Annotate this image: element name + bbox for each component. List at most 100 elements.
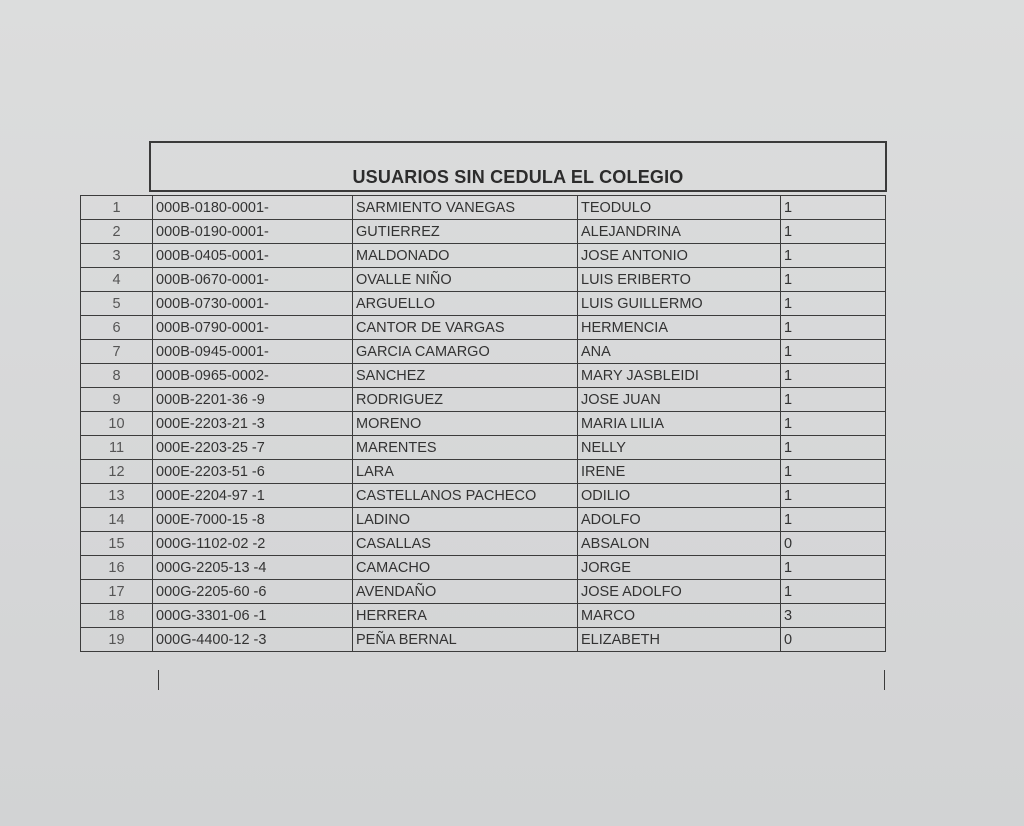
surname-cell: HERRERA — [352, 603, 578, 628]
table-row: 10 000E-2203-21 -3 MORENO MARIA LILIA 1 — [80, 411, 886, 436]
table-row: 13 000E-2204-97 -1 CASTELLANOS PACHECO ODIL… — [80, 483, 886, 508]
count-value-cell: 0 — [780, 627, 886, 652]
property-code-cell: 000G-3301-06 -1 — [152, 603, 353, 628]
surname-cell: OVALLE NIÑO — [352, 267, 578, 292]
first-name-cell: ABSALON — [577, 531, 781, 556]
property-code-cell: 000B-0945-0001- — [152, 339, 353, 364]
first-name-cell: MARIA LILIA — [577, 411, 781, 436]
property-code-cell: 000E-2203-21 -3 — [152, 411, 353, 436]
row-number-cell: 10 — [80, 411, 153, 436]
surname-cell: LARA — [352, 459, 578, 484]
table-tail-line-right — [884, 670, 885, 690]
count-value-cell: 1 — [780, 459, 886, 484]
property-code-cell: 000B-0190-0001- — [152, 219, 353, 244]
property-code-cell: 000B-0180-0001- — [152, 195, 353, 220]
first-name-cell: LUIS ERIBERTO — [577, 267, 781, 292]
table-row: 7 000B-0945-0001- GARCIA CAMARGO ANA 1 — [80, 339, 886, 364]
row-number-cell: 15 — [80, 531, 153, 556]
property-code-cell: 000G-2205-60 -6 — [152, 579, 353, 604]
property-code-cell: 000E-2204-97 -1 — [152, 483, 353, 508]
surname-cell: SARMIENTO VANEGAS — [352, 195, 578, 220]
row-number-cell: 2 — [80, 219, 153, 244]
table-row: 15 000G-1102-02 -2 CASALLAS ABSALON 0 — [80, 531, 886, 556]
table-row: 1 000B-0180-0001- SARMIENTO VANEGAS TEODULO… — [80, 195, 886, 220]
surname-cell: GARCIA CAMARGO — [352, 339, 578, 364]
row-number-cell: 11 — [80, 435, 153, 460]
table-row: 12 000E-2203-51 -6 LARA IRENE 1 — [80, 459, 886, 484]
count-value-cell: 1 — [780, 555, 886, 580]
property-code-cell: 000E-7000-15 -8 — [152, 507, 353, 532]
row-number-cell: 4 — [80, 267, 153, 292]
first-name-cell: JOSE ADOLFO — [577, 579, 781, 604]
row-number-cell: 3 — [80, 243, 153, 268]
count-value-cell: 1 — [780, 435, 886, 460]
table-row: 5 000B-0730-0001- ARGUELLO LUIS GUILLERMO 1 — [80, 291, 886, 316]
row-number-cell: 14 — [80, 507, 153, 532]
title-box: USUARIOS SIN CEDULA EL COLEGIO — [149, 141, 887, 192]
count-value-cell: 1 — [780, 267, 886, 292]
table-row: 3 000B-0405-0001- MALDONADO JOSE ANTONIO 1 — [80, 243, 886, 268]
row-number-cell: 18 — [80, 603, 153, 628]
first-name-cell: MARY JASBLEIDI — [577, 363, 781, 388]
first-name-cell: JORGE — [577, 555, 781, 580]
surname-cell: RODRIGUEZ — [352, 387, 578, 412]
surname-cell: AVENDAÑO — [352, 579, 578, 604]
table-row: 11 000E-2203-25 -7 MARENTES NELLY 1 — [80, 435, 886, 460]
first-name-cell: IRENE — [577, 459, 781, 484]
count-value-cell: 1 — [780, 579, 886, 604]
property-code-cell: 000B-0405-0001- — [152, 243, 353, 268]
row-number-cell: 1 — [80, 195, 153, 220]
row-number-cell: 9 — [80, 387, 153, 412]
surname-cell: CAMACHO — [352, 555, 578, 580]
first-name-cell: ALEJANDRINA — [577, 219, 781, 244]
count-value-cell: 1 — [780, 195, 886, 220]
first-name-cell: ANA — [577, 339, 781, 364]
table-row: 16 000G-2205-13 -4 CAMACHO JORGE 1 — [80, 555, 886, 580]
first-name-cell: JOSE JUAN — [577, 387, 781, 412]
property-code-cell: 000E-2203-25 -7 — [152, 435, 353, 460]
surname-cell: ARGUELLO — [352, 291, 578, 316]
first-name-cell: LUIS GUILLERMO — [577, 291, 781, 316]
row-number-cell: 13 — [80, 483, 153, 508]
property-code-cell: 000B-0730-0001- — [152, 291, 353, 316]
count-value-cell: 1 — [780, 219, 886, 244]
row-number-cell: 7 — [80, 339, 153, 364]
table-row: 4 000B-0670-0001- OVALLE NIÑO LUIS ERIBERTO… — [80, 267, 886, 292]
users-table-body: 1 000B-0180-0001- SARMIENTO VANEGAS TEODULO… — [80, 195, 886, 652]
count-value-cell: 1 — [780, 483, 886, 508]
row-number-cell: 19 — [80, 627, 153, 652]
property-code-cell: 000E-2203-51 -6 — [152, 459, 353, 484]
property-code-cell: 000B-0790-0001- — [152, 315, 353, 340]
first-name-cell: ELIZABETH — [577, 627, 781, 652]
document-title: USUARIOS SIN CEDULA EL COLEGIO — [352, 167, 684, 187]
count-value-cell: 3 — [780, 603, 886, 628]
surname-cell: SANCHEZ — [352, 363, 578, 388]
row-number-cell: 17 — [80, 579, 153, 604]
users-table: 1 000B-0180-0001- SARMIENTO VANEGAS TEODULO… — [80, 195, 886, 652]
count-value-cell: 1 — [780, 411, 886, 436]
row-number-cell: 6 — [80, 315, 153, 340]
surname-cell: GUTIERREZ — [352, 219, 578, 244]
first-name-cell: NELLY — [577, 435, 781, 460]
count-value-cell: 1 — [780, 243, 886, 268]
table-row: 2 000B-0190-0001- GUTIERREZ ALEJANDRINA 1 — [80, 219, 886, 244]
count-value-cell: 1 — [780, 291, 886, 316]
table-row: 6 000B-0790-0001- CANTOR DE VARGAS HERMENCI… — [80, 315, 886, 340]
table-row: 19 000G-4400-12 -3 PEÑA BERNAL ELIZABETH 0 — [80, 627, 886, 652]
property-code-cell: 000G-1102-02 -2 — [152, 531, 353, 556]
row-number-cell: 8 — [80, 363, 153, 388]
count-value-cell: 1 — [780, 507, 886, 532]
first-name-cell: MARCO — [577, 603, 781, 628]
table-row: 14 000E-7000-15 -8 LADINO ADOLFO 1 — [80, 507, 886, 532]
property-code-cell: 000B-0965-0002- — [152, 363, 353, 388]
property-code-cell: 000G-2205-13 -4 — [152, 555, 353, 580]
count-value-cell: 1 — [780, 363, 886, 388]
row-number-cell: 16 — [80, 555, 153, 580]
table-row: 8 000B-0965-0002- SANCHEZ MARY JASBLEIDI 1 — [80, 363, 886, 388]
surname-cell: MALDONADO — [352, 243, 578, 268]
count-value-cell: 1 — [780, 315, 886, 340]
table-row: 9 000B-2201-36 -9 RODRIGUEZ JOSE JUAN 1 — [80, 387, 886, 412]
first-name-cell: ADOLFO — [577, 507, 781, 532]
first-name-cell: ODILIO — [577, 483, 781, 508]
